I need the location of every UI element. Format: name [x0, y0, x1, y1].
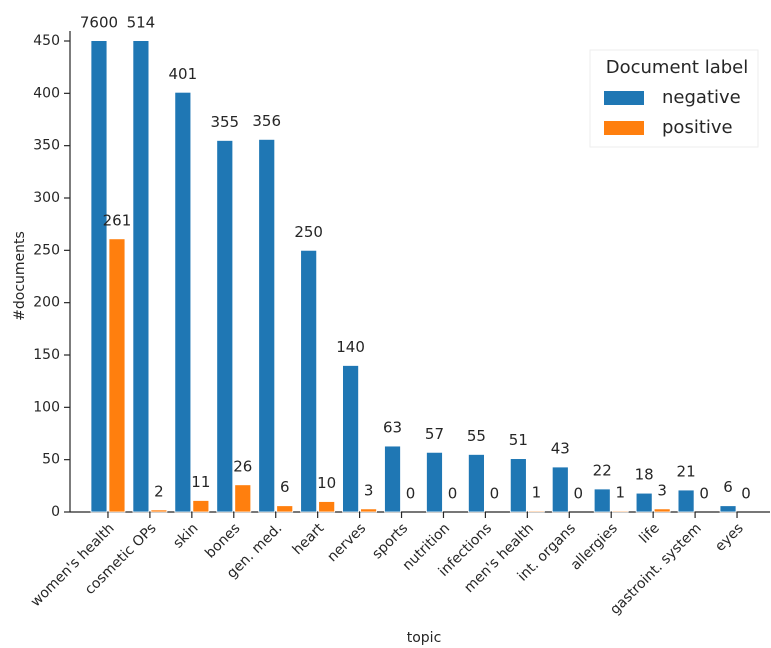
y-tick-label: 350 [33, 138, 60, 154]
legend-label: negative [662, 87, 741, 108]
y-axis-label: #documents [12, 231, 28, 321]
x-tick-label: skin [170, 520, 201, 551]
bar [509, 458, 527, 513]
data-label: 0 [699, 485, 709, 503]
bar [468, 454, 485, 513]
data-label: 401 [169, 65, 198, 83]
x-tick-label: allergies [568, 520, 621, 573]
bar [426, 451, 443, 513]
bar [593, 488, 611, 513]
data-label: 57 [425, 425, 444, 443]
data-label: 63 [383, 419, 402, 437]
data-label: 43 [551, 439, 570, 457]
legend-swatch [604, 91, 644, 105]
data-label: 0 [574, 485, 584, 503]
bar [90, 41, 108, 513]
data-label: 0 [490, 485, 500, 503]
data-label: 140 [336, 338, 365, 356]
data-label: 26 [233, 457, 252, 475]
x-axis-label: topic [407, 630, 442, 646]
bar [551, 466, 569, 513]
data-label: 11 [191, 473, 210, 491]
y-tick-label: 300 [33, 190, 60, 206]
legend-label: positive [662, 117, 733, 138]
y-tick-label: 250 [33, 242, 60, 258]
data-label: 21 [677, 463, 696, 481]
bar [719, 505, 737, 513]
data-label: 514 [127, 14, 156, 32]
bar [384, 445, 401, 513]
bar [653, 508, 671, 513]
data-label: 18 [635, 466, 654, 484]
x-tick-label: bones [202, 520, 243, 561]
bar [276, 505, 294, 513]
data-label: 250 [294, 223, 323, 241]
x-tick-label: eyes [712, 520, 747, 555]
x-tick-label: life [636, 520, 662, 546]
data-label: 55 [467, 427, 486, 445]
data-label: 51 [509, 431, 528, 449]
bar [635, 492, 653, 513]
bar [192, 500, 210, 513]
data-label: 10 [317, 474, 336, 492]
legend-swatch [604, 121, 644, 135]
data-label: 3 [657, 481, 667, 499]
x-tick-label: heart [290, 520, 328, 558]
data-label: 0 [406, 485, 416, 503]
bar [342, 365, 359, 513]
bar [108, 238, 126, 513]
bar [174, 91, 192, 513]
bar [234, 484, 252, 513]
data-label: 6 [723, 478, 733, 496]
y-tick-label: 150 [33, 347, 60, 363]
y-tick-label: 200 [33, 295, 60, 311]
data-label: 355 [210, 113, 239, 131]
data-label: 1 [532, 483, 542, 501]
bar [318, 501, 336, 513]
bar [258, 138, 276, 513]
x-tick-label: nerves [324, 520, 369, 565]
data-label: 2 [154, 482, 164, 500]
y-tick-label: 400 [33, 85, 60, 101]
data-label: 0 [448, 485, 458, 503]
bars [90, 41, 737, 513]
bar [150, 509, 168, 513]
data-label: 1 [615, 483, 625, 501]
bar [360, 508, 377, 513]
data-label: 7600 [80, 14, 118, 32]
legend-title: Document label [606, 57, 749, 78]
data-label: 22 [593, 461, 612, 479]
data-label: 3 [364, 481, 374, 499]
bar [300, 249, 318, 513]
y-tick-label: 450 [33, 33, 60, 49]
bar [132, 41, 150, 513]
data-label: 0 [741, 485, 751, 503]
bar [527, 510, 545, 513]
y-tick-label: 100 [33, 399, 60, 415]
data-label: 6 [280, 478, 290, 496]
y-tick-label: 50 [42, 452, 60, 468]
y-tick-label: 0 [51, 504, 60, 520]
data-label: 261 [103, 211, 132, 229]
data-label: 356 [252, 112, 281, 130]
bar [611, 510, 629, 513]
bar [677, 489, 695, 513]
bar [216, 140, 234, 513]
